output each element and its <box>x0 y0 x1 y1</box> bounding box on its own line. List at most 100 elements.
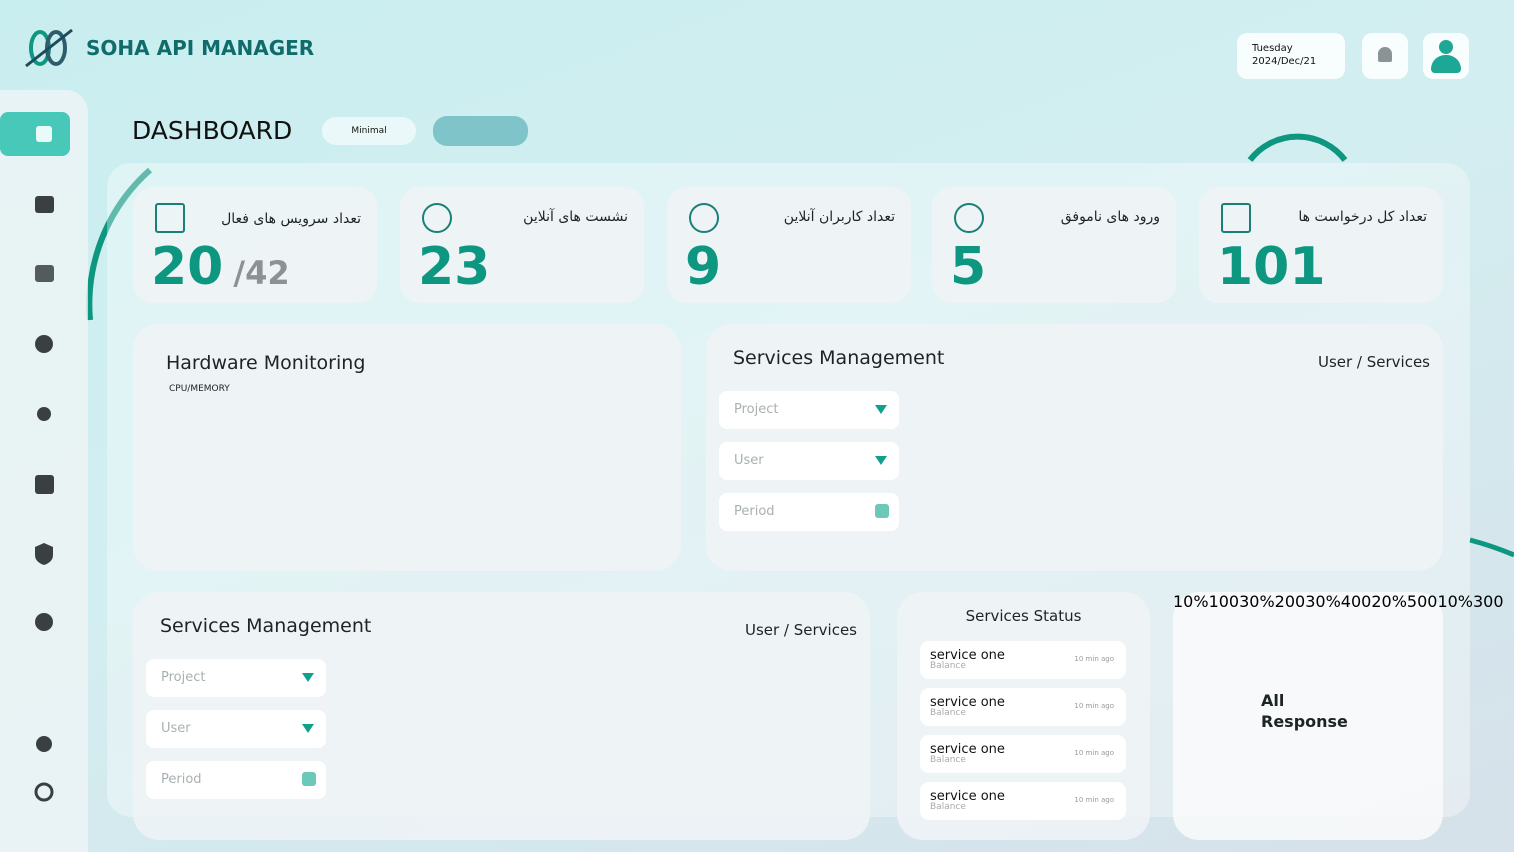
filter-select[interactable]: User <box>146 710 326 748</box>
notifications[interactable] <box>1362 33 1408 79</box>
brand: SOHA API MANAGER <box>86 36 315 60</box>
date: 2024/Dec/21 <box>1252 56 1317 67</box>
chart-title: Hardware Monitoring <box>166 352 366 374</box>
ring-percent: 30% <box>1305 592 1341 611</box>
ring-count: 400 <box>1340 592 1372 611</box>
date-box: Tuesday 2024/Dec/21 <box>1237 33 1345 79</box>
service-sub: Balance <box>930 755 966 765</box>
nav-cloud[interactable] <box>35 613 53 631</box>
chart-subtitle: User / Services <box>1317 353 1430 371</box>
stat-label: تعداد کل درخواست ها <box>1298 209 1427 225</box>
stat-value: 20/42 <box>151 237 290 297</box>
filter-select[interactable]: Period <box>146 761 326 799</box>
filter-label: Period <box>161 772 202 787</box>
stat-label: تعداد سرویس های فعال <box>221 211 361 227</box>
stat-icon <box>689 203 719 233</box>
chart-title: Services Management <box>733 347 945 369</box>
filter-icon <box>302 772 316 786</box>
services-card-bottom: Services Management User / Services Projec… <box>133 592 870 840</box>
avatar[interactable] <box>1423 33 1469 79</box>
stat-icon <box>1221 203 1251 233</box>
ring-percent: 30% <box>1239 592 1275 611</box>
stat-card: تعداد کل درخواست ها 101 <box>1199 187 1443 303</box>
status-card: Services Status service one Balance 10 min … <box>897 592 1150 840</box>
day: Tuesday <box>1252 43 1293 54</box>
service-time: 10 min ago <box>1074 796 1114 804</box>
nav-settings-slider[interactable] <box>37 407 51 421</box>
stat-icon <box>954 203 984 233</box>
service-sub: Balance <box>930 708 966 718</box>
service-name: service one <box>930 648 1005 663</box>
hardware-card: Hardware Monitoring CPU/MEMORY <box>133 324 681 571</box>
ring-title: All Response <box>1261 691 1348 731</box>
mode-toggle[interactable] <box>433 116 528 146</box>
nav-users[interactable] <box>35 335 53 353</box>
stat-value: 23 <box>418 237 491 297</box>
status-item[interactable]: service one Balance 10 min ago <box>920 641 1126 679</box>
sidebar <box>0 90 88 852</box>
service-sub: Balance <box>930 661 966 671</box>
filter-select[interactable]: Project <box>146 659 326 697</box>
services-card-top: Services Management User / Services Projec… <box>706 324 1443 571</box>
filter-select[interactable]: Project <box>719 391 899 429</box>
nav-home[interactable] <box>0 112 70 156</box>
stat-value: 5 <box>950 237 987 297</box>
stat-value: 9 <box>685 237 722 297</box>
stat-icon <box>155 203 185 233</box>
service-time: 10 min ago <box>1074 655 1114 663</box>
nav-tree[interactable] <box>35 265 54 282</box>
status-item[interactable]: service one Balance 10 min ago <box>920 782 1126 820</box>
ring-count: 300 <box>1473 592 1504 611</box>
mode-minimal[interactable]: Minimal <box>322 117 416 145</box>
stat-card: ورود های ناموفق 5 <box>932 187 1176 303</box>
filter-icon <box>875 405 887 414</box>
status-item[interactable]: service one Balance 10 min ago <box>920 735 1126 773</box>
filter-icon <box>302 724 314 733</box>
stat-label: نشست های آنلاین <box>523 209 628 225</box>
sidebar-icons <box>0 112 70 802</box>
service-sub: Balance <box>930 802 966 812</box>
response-card: 10%10030%20030%40020%50010%300 All Respon… <box>1173 592 1504 840</box>
filter-label: User <box>734 453 764 468</box>
filter-icon <box>875 504 889 518</box>
nav-monitor[interactable] <box>35 196 54 213</box>
ring-percent: 20% <box>1371 592 1407 611</box>
nav-calendar[interactable] <box>35 475 54 494</box>
stat-label: تعداد کاربران آنلاین <box>783 209 895 225</box>
ring-percent: 10% <box>1173 592 1209 611</box>
ring-count: 100 <box>1208 592 1240 611</box>
stat-label: ورود های ناموفق <box>1060 209 1160 225</box>
stat-value: 101 <box>1217 237 1326 297</box>
nav-settings[interactable] <box>36 736 52 752</box>
service-name: service one <box>930 789 1005 804</box>
stat-total: /42 <box>233 254 290 292</box>
filter-icon <box>302 673 314 682</box>
filter-label: User <box>161 721 191 736</box>
filter-label: Period <box>734 504 775 519</box>
chart-subtitle: User / Services <box>744 621 857 639</box>
ring-count: 200 <box>1274 592 1306 611</box>
page-title: DASHBOARD <box>132 116 293 145</box>
ring-count: 500 <box>1406 592 1438 611</box>
stat-card: تعداد کاربران آنلاین 9 <box>667 187 911 303</box>
status-item[interactable]: service one Balance 10 min ago <box>920 688 1126 726</box>
filter-select[interactable]: User <box>719 442 899 480</box>
chart-subtitle: CPU/MEMORY <box>169 384 230 394</box>
filter-label: Project <box>734 402 779 417</box>
service-name: service one <box>930 695 1005 710</box>
stat-card: تعداد سرویس های فعال 20/42 <box>133 187 377 303</box>
stat-card: نشست های آنلاین 23 <box>400 187 644 303</box>
filter-select[interactable]: Period <box>719 493 899 531</box>
service-name: service one <box>930 742 1005 757</box>
response-ring: 10%10030%20030%40020%50010%300 <box>1173 592 1504 611</box>
status-title: Services Status <box>965 607 1082 625</box>
stat-icon <box>422 203 452 233</box>
filter-label: Project <box>161 670 206 685</box>
nav-logout[interactable] <box>34 782 54 802</box>
logo <box>25 28 73 68</box>
chart-title: Services Management <box>160 615 372 637</box>
nav-security[interactable] <box>35 543 53 565</box>
ring-percent: 10% <box>1437 592 1473 611</box>
filter-icon <box>875 456 887 465</box>
